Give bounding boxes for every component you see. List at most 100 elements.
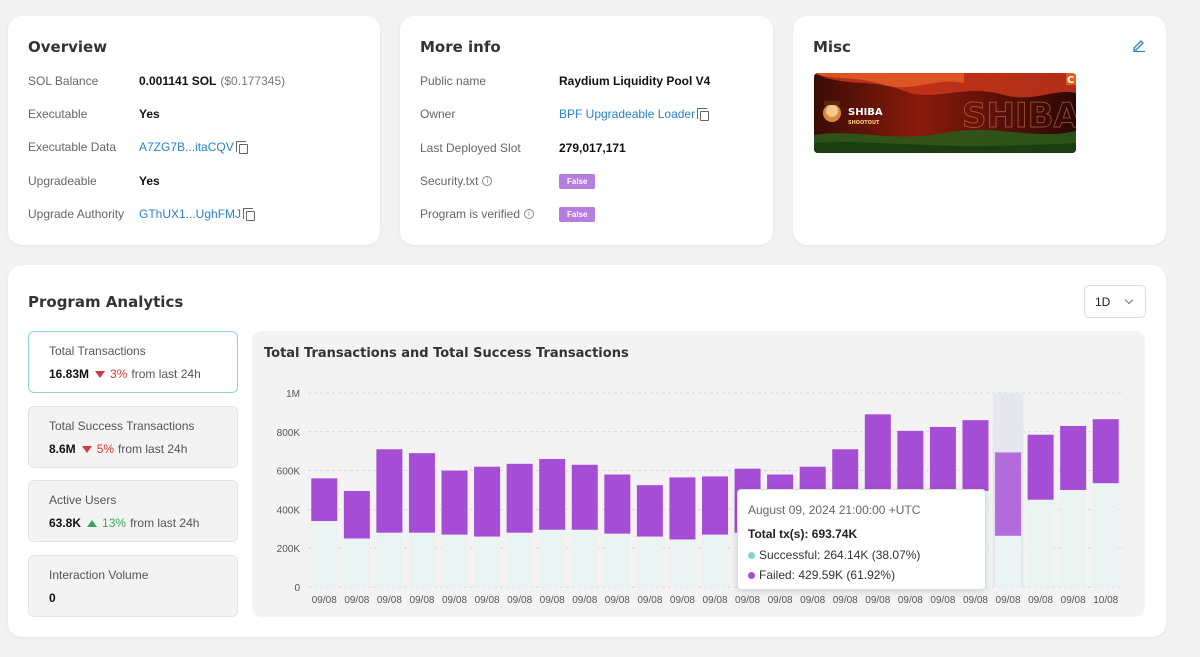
misc-card: Misc SHIBA SHIBA SHOOTOUT xyxy=(793,16,1166,245)
failed-bar xyxy=(702,476,728,535)
range-dropdown[interactable]: 1D xyxy=(1084,285,1146,318)
banner-bg-text: SHIBA xyxy=(962,96,1076,136)
tooltip-date: August 09, 2024 21:00:00 +UTC xyxy=(748,503,921,517)
upgrade-authority-link[interactable]: GThUX1...UghFMJ xyxy=(139,207,256,221)
owner-link[interactable]: BPF Upgradeable Loader xyxy=(559,107,710,121)
security-txt-label: Security.txt i xyxy=(420,174,559,188)
security-txt-badge: False xyxy=(559,173,596,189)
sol-balance-usd: ($0.177345) xyxy=(220,74,286,88)
upgradeable-label: Upgradeable xyxy=(28,174,97,188)
upgrade-authority-row: Upgrade Authority GThUX1...UghFMJ xyxy=(28,204,360,224)
banner-image[interactable]: SHIBA SHIBA SHOOTOUT C xyxy=(814,73,1076,153)
stat-value: 0 xyxy=(49,591,56,605)
last-deployed-slot-row: Last Deployed Slot 279,017,171 xyxy=(420,138,753,158)
successful-bar xyxy=(408,532,435,587)
upgradeable-value: Yes xyxy=(139,174,160,188)
x-tick-label: 09/08 xyxy=(540,595,565,606)
stat-label: Interaction Volume xyxy=(49,568,149,582)
x-tick-label: 09/08 xyxy=(930,595,955,606)
x-tick-label: 09/08 xyxy=(865,595,890,606)
owner-address[interactable]: BPF Upgradeable Loader xyxy=(559,107,696,121)
stat-note: from last 24h xyxy=(131,367,201,381)
stat-interaction-volume[interactable]: Interaction Volume 0 xyxy=(28,555,238,617)
overview-title: Overview xyxy=(28,38,108,56)
info-icon[interactable]: i xyxy=(524,209,535,219)
info-icon[interactable]: i xyxy=(482,176,493,186)
copy-icon[interactable] xyxy=(243,208,256,221)
successful-bar xyxy=(604,533,631,587)
sol-balance-value: 0.001141 SOL xyxy=(139,74,217,88)
executable-data-link[interactable]: A7ZG7B...itaCQV xyxy=(139,140,248,154)
edit-icon[interactable] xyxy=(1132,38,1146,52)
x-tick-label: 09/08 xyxy=(572,595,597,606)
more-info-title: More info xyxy=(420,38,501,56)
copy-icon[interactable] xyxy=(697,108,710,121)
failed-dot-icon xyxy=(748,571,755,579)
stat-total-transactions[interactable]: Total Transactions 16.83M 3% from last 2… xyxy=(28,331,238,393)
executable-row: Executable Yes xyxy=(28,104,360,124)
tooltip-successful: Successful: 264.14K (38.07%) xyxy=(748,548,920,562)
successful-bar xyxy=(311,521,338,587)
successful-bar xyxy=(995,535,1022,587)
stat-active-users[interactable]: Active Users 63.8K 13% from last 24h xyxy=(28,480,238,542)
chart-title: Total Transactions and Total Success Tra… xyxy=(264,346,629,361)
executable-data-address[interactable]: A7ZG7B...itaCQV xyxy=(139,140,234,154)
x-tick-label: 09/08 xyxy=(344,595,369,606)
more-info-card: More info Public name Raydium Liquidity … xyxy=(400,16,773,245)
trend-up-icon xyxy=(87,519,98,527)
misc-title: Misc xyxy=(813,38,851,56)
successful-dot-icon xyxy=(748,551,755,559)
failed-bar xyxy=(408,453,435,533)
failed-bar xyxy=(636,485,663,537)
failed-bar xyxy=(539,458,566,530)
program-verified-row: Program is verified i False xyxy=(420,204,753,224)
last-deployed-slot-value: 279,017,171 xyxy=(559,141,626,155)
copy-icon[interactable] xyxy=(235,141,248,154)
stat-label: Total Transactions xyxy=(49,344,146,358)
failed-bar xyxy=(669,477,696,540)
program-verified-text: Program is verified xyxy=(420,207,521,221)
sol-balance-row: SOL Balance 0.001141 SOL ($0.177345) xyxy=(28,71,360,91)
banner-logo-subtitle: SHOOTOUT xyxy=(848,120,880,126)
stat-pct: 5% xyxy=(96,442,115,456)
x-tick-label: 09/08 xyxy=(996,595,1021,606)
x-tick-label: 09/08 xyxy=(409,595,434,606)
executable-data-label: Executable Data xyxy=(28,140,117,154)
stat-value: 16.83M xyxy=(49,367,90,381)
failed-bar xyxy=(441,470,468,535)
x-tick-label: 09/08 xyxy=(670,595,695,606)
stat-value: 63.8K xyxy=(49,516,82,530)
stat-total-success-transactions[interactable]: Total Success Transactions 8.6M 5% from … xyxy=(28,406,238,468)
failed-bar xyxy=(962,420,989,491)
successful-bar xyxy=(1060,490,1087,587)
x-tick-label: 09/08 xyxy=(735,595,760,606)
successful-bar xyxy=(1027,499,1054,587)
owner-label: Owner xyxy=(420,107,456,121)
failed-bar xyxy=(506,463,533,533)
public-name-value: Raydium Liquidity Pool V4 xyxy=(559,74,711,88)
x-tick-label: 09/08 xyxy=(800,595,825,606)
failed-bar xyxy=(343,490,370,539)
bar-chart[interactable]: 1M 800K 600K 400K 200K 0 09/08 09/08 09/08 09/08 0… xyxy=(252,331,1145,617)
upgrade-authority-label: Upgrade Authority xyxy=(28,207,125,221)
stat-pct: 13% xyxy=(102,516,127,530)
x-tick-label: 09/08 xyxy=(507,595,532,606)
successful-bar xyxy=(669,539,696,587)
executable-data-row: Executable Data A7ZG7B...itaCQV xyxy=(28,137,360,157)
failed-bar xyxy=(571,464,598,530)
successful-bar xyxy=(506,532,533,587)
stat-label: Active Users xyxy=(49,493,117,507)
stat-line: 16.83M 3% from last 24h xyxy=(49,367,201,381)
x-tick-label: 09/08 xyxy=(637,595,662,606)
analytics-card: Program Analytics 1D Total Transactions … xyxy=(8,265,1166,637)
upgrade-authority-address[interactable]: GThUX1...UghFMJ xyxy=(139,207,242,221)
failed-bar xyxy=(1060,425,1087,490)
y-tick-label: 800K xyxy=(277,428,301,439)
sol-balance-label: SOL Balance xyxy=(28,74,99,88)
stat-line: 8.6M 5% from last 24h xyxy=(49,442,187,456)
failed-bar xyxy=(604,474,631,534)
x-tick-label: 09/08 xyxy=(833,595,858,606)
stat-line: 0 xyxy=(49,591,56,605)
x-tick-label: 09/08 xyxy=(605,595,630,606)
security-txt-row: Security.txt i False xyxy=(420,171,753,191)
